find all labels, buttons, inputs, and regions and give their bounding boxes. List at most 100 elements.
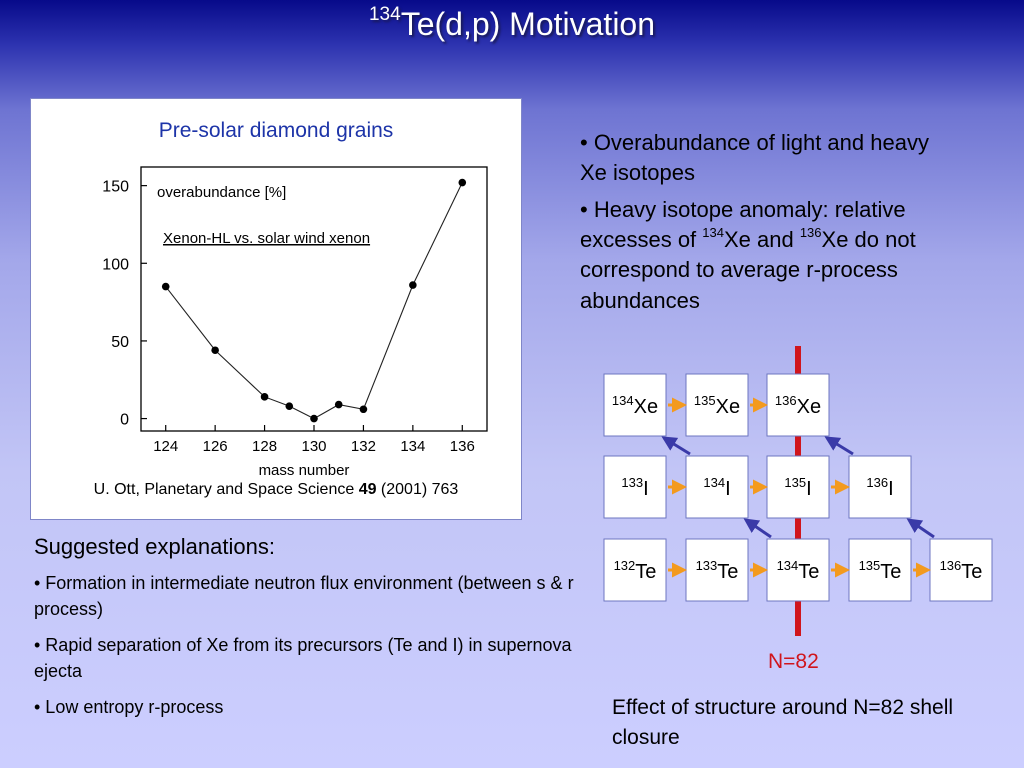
y-tick-label: 100 [102, 256, 129, 273]
x-tick-label: 134 [400, 438, 425, 455]
nuclide-box-frame [685, 538, 749, 602]
figure-title: Pre-solar diamond grains [158, 119, 394, 142]
bullet-text: Xe and [723, 227, 800, 253]
nuclide-element: I [888, 478, 894, 500]
slide-title: 134Te(d,p) Motivation [0, 4, 1024, 43]
nuclide-element: I [806, 478, 812, 500]
y-tick-label: 50 [111, 334, 129, 351]
bullet-text: Xe do not correspond to average r-proces… [580, 227, 916, 313]
data-point [458, 178, 467, 187]
mass-sup: 134 [702, 225, 724, 241]
nuclide-box-frame [766, 538, 830, 602]
data-point [310, 414, 318, 423]
nuclide-mass: 134 [703, 475, 725, 490]
beta-decay-arrow [906, 518, 935, 539]
nuclide-box-frame [766, 455, 830, 519]
y-tick-label: 150 [102, 179, 129, 196]
nuclide-box-frame [685, 373, 749, 437]
nuclide-mass: 135 [859, 558, 881, 573]
nuclide-box-frame [929, 538, 993, 602]
data-point [161, 282, 170, 291]
x-tick-label: 126 [203, 438, 228, 455]
nuclide-label: 132Te [614, 558, 657, 583]
explanation-item: • Formation in intermediate neutron flux… [34, 573, 574, 620]
nuclide-label: 135I [784, 475, 811, 500]
overabundance-chart: 0 50 100 150 124 126 128 130 132 134 136 mass numbe… [102, 166, 488, 479]
x-axis-label: mass number [259, 462, 350, 479]
nuclide-element: Xe [716, 396, 740, 418]
nuclide-mass: 135 [694, 393, 716, 408]
nuclide-box-frame [848, 455, 912, 519]
x-tick-label: 130 [301, 438, 326, 455]
x-tick-label: 136 [450, 438, 475, 455]
nuclide-box: 136Xe [766, 373, 830, 437]
nuclide-label: 136Xe [775, 393, 821, 418]
suggested-heading: Suggested explanations: [34, 534, 275, 559]
x-tick-label: 132 [351, 438, 376, 455]
shell-closure-label: N=82 [768, 650, 819, 673]
explanation-item: • Rapid separation of Xe from its precur… [34, 635, 572, 682]
caption-year-page: (2001) 763 [376, 481, 459, 498]
nuclide-label: 134Xe [612, 393, 658, 418]
nuclide-mass: 136 [866, 475, 888, 490]
x-tick-label: 124 [153, 438, 178, 455]
nuclide-mass: 136 [775, 393, 797, 408]
caption-text: U. Ott, Planetary and Space Science [93, 481, 359, 498]
nuclide-mass: 135 [784, 475, 806, 490]
nuclide-element: Te [961, 561, 982, 583]
nuclide-box-frame [848, 538, 912, 602]
title-text: Te(d,p) Motivation [400, 6, 656, 42]
nuclide-label: 136I [866, 475, 893, 500]
data-point [359, 405, 368, 414]
nuclide-element: I [725, 478, 731, 500]
nuclide-mass: 134 [777, 558, 799, 573]
bullet-overabundance: • Overabundance of light and heavy Xe is… [580, 130, 929, 186]
inner-label-overabundance: overabundance [%] [157, 184, 286, 201]
nuclide-box: 133I [603, 455, 667, 519]
nuclide-element: Xe [797, 396, 821, 418]
x-tick-label: 128 [252, 438, 277, 455]
nuclide-label: 134I [703, 475, 730, 500]
bullet-text: • Heavy isotope anomaly: relative excess… [580, 196, 906, 253]
data-point [285, 402, 294, 410]
nuclide-label: 135Xe [694, 393, 740, 418]
nuclide-box: 136Te [929, 538, 993, 602]
bullet-heavy-anomaly: • Heavy isotope anomaly: relative excess… [580, 195, 960, 316]
beta-decay-arrow [743, 518, 772, 539]
right-bullets: • Overabundance of light and heavy Xe is… [580, 128, 960, 322]
plot-frame [140, 166, 488, 432]
beta-decay-arrow [824, 436, 854, 456]
nuclide-element: Te [635, 561, 656, 583]
figure-panel: Pre-solar diamond grains 0 50 100 150 124 126… [30, 98, 522, 520]
caption-volume: 49 [358, 481, 377, 498]
nuclide-label: 134Te [777, 558, 820, 583]
nuclide-box-frame [685, 455, 749, 519]
beta-decay-arrow [661, 436, 691, 456]
nuclide-element: Te [717, 561, 738, 583]
nuclide-box-frame [603, 373, 667, 437]
nuclide-box: 134Xe [603, 373, 667, 437]
data-point [211, 346, 219, 355]
suggested-explanations: Suggested explanations: • Formation in i… [34, 534, 584, 730]
effect-text: Effect of structure around N=82 shell cl… [612, 696, 954, 750]
nuclide-mass: 136 [940, 558, 962, 573]
explanation-item: • Low entropy r-process [34, 697, 224, 718]
nuclide-label: 133I [621, 475, 648, 500]
nuclide-element: Te [880, 561, 901, 583]
nuclide-box: 134I [685, 455, 749, 519]
nuclide-mass: 132 [614, 558, 636, 573]
mass-sup: 136 [799, 225, 822, 241]
nuclide-box: 134Te [766, 538, 830, 602]
nuclide-mass: 133 [621, 475, 643, 490]
data-line [165, 182, 463, 420]
nuclide-mass: 134 [612, 393, 634, 408]
inner-label-xenon: Xenon-HL vs. solar wind xenon [163, 230, 370, 247]
nuclide-element: Xe [634, 396, 658, 418]
nuclide-label: 135Te [859, 558, 902, 583]
nuclide-box: 135Xe [685, 373, 749, 437]
data-point [260, 393, 269, 401]
nuclide-box: 135Te [848, 538, 912, 602]
nuclide-element: Te [798, 561, 819, 583]
nuclide-box-frame [603, 455, 667, 519]
nuclide-box: 133Te [685, 538, 749, 602]
